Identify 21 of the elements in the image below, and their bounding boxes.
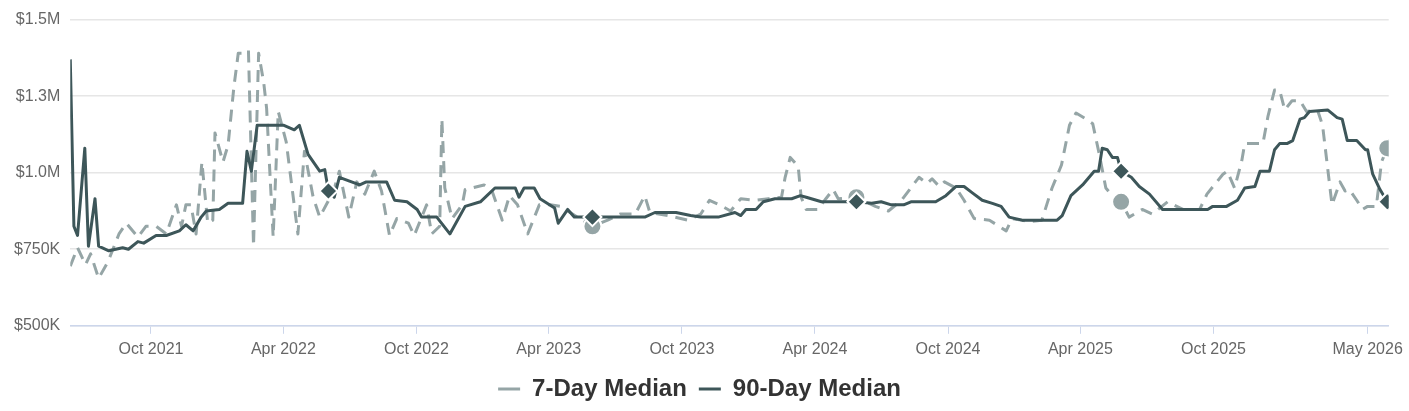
x-tick-label: Oct 2024 [915,339,981,357]
x-tick-label: May 2026 [1332,339,1403,357]
legend-label: 90-Day Median [732,373,901,401]
y-tick-label: $1.0M [15,163,61,181]
point [318,181,339,202]
y-tick-label: $1.3M [15,86,61,104]
point [582,207,603,228]
x-tick-label: Apr 2024 [782,339,848,357]
legend-label: 7-Day Median [532,373,687,401]
x-tick-label: Oct 2021 [118,339,184,357]
x-tick-label: Apr 2025 [1047,339,1113,357]
y-tick-label: $1.5M [15,10,61,28]
point [1111,191,1132,212]
y-tick-label: $500K [14,316,61,334]
x-tick-label: Oct 2023 [649,339,715,357]
x-tick-label: Apr 2023 [516,339,582,357]
x-tick-label: Apr 2022 [250,339,316,357]
point [1111,161,1132,182]
x-tick-label: Oct 2025 [1181,339,1247,357]
x-tick-label: Oct 2022 [383,339,449,357]
y-tick-label: $750K [14,239,61,257]
